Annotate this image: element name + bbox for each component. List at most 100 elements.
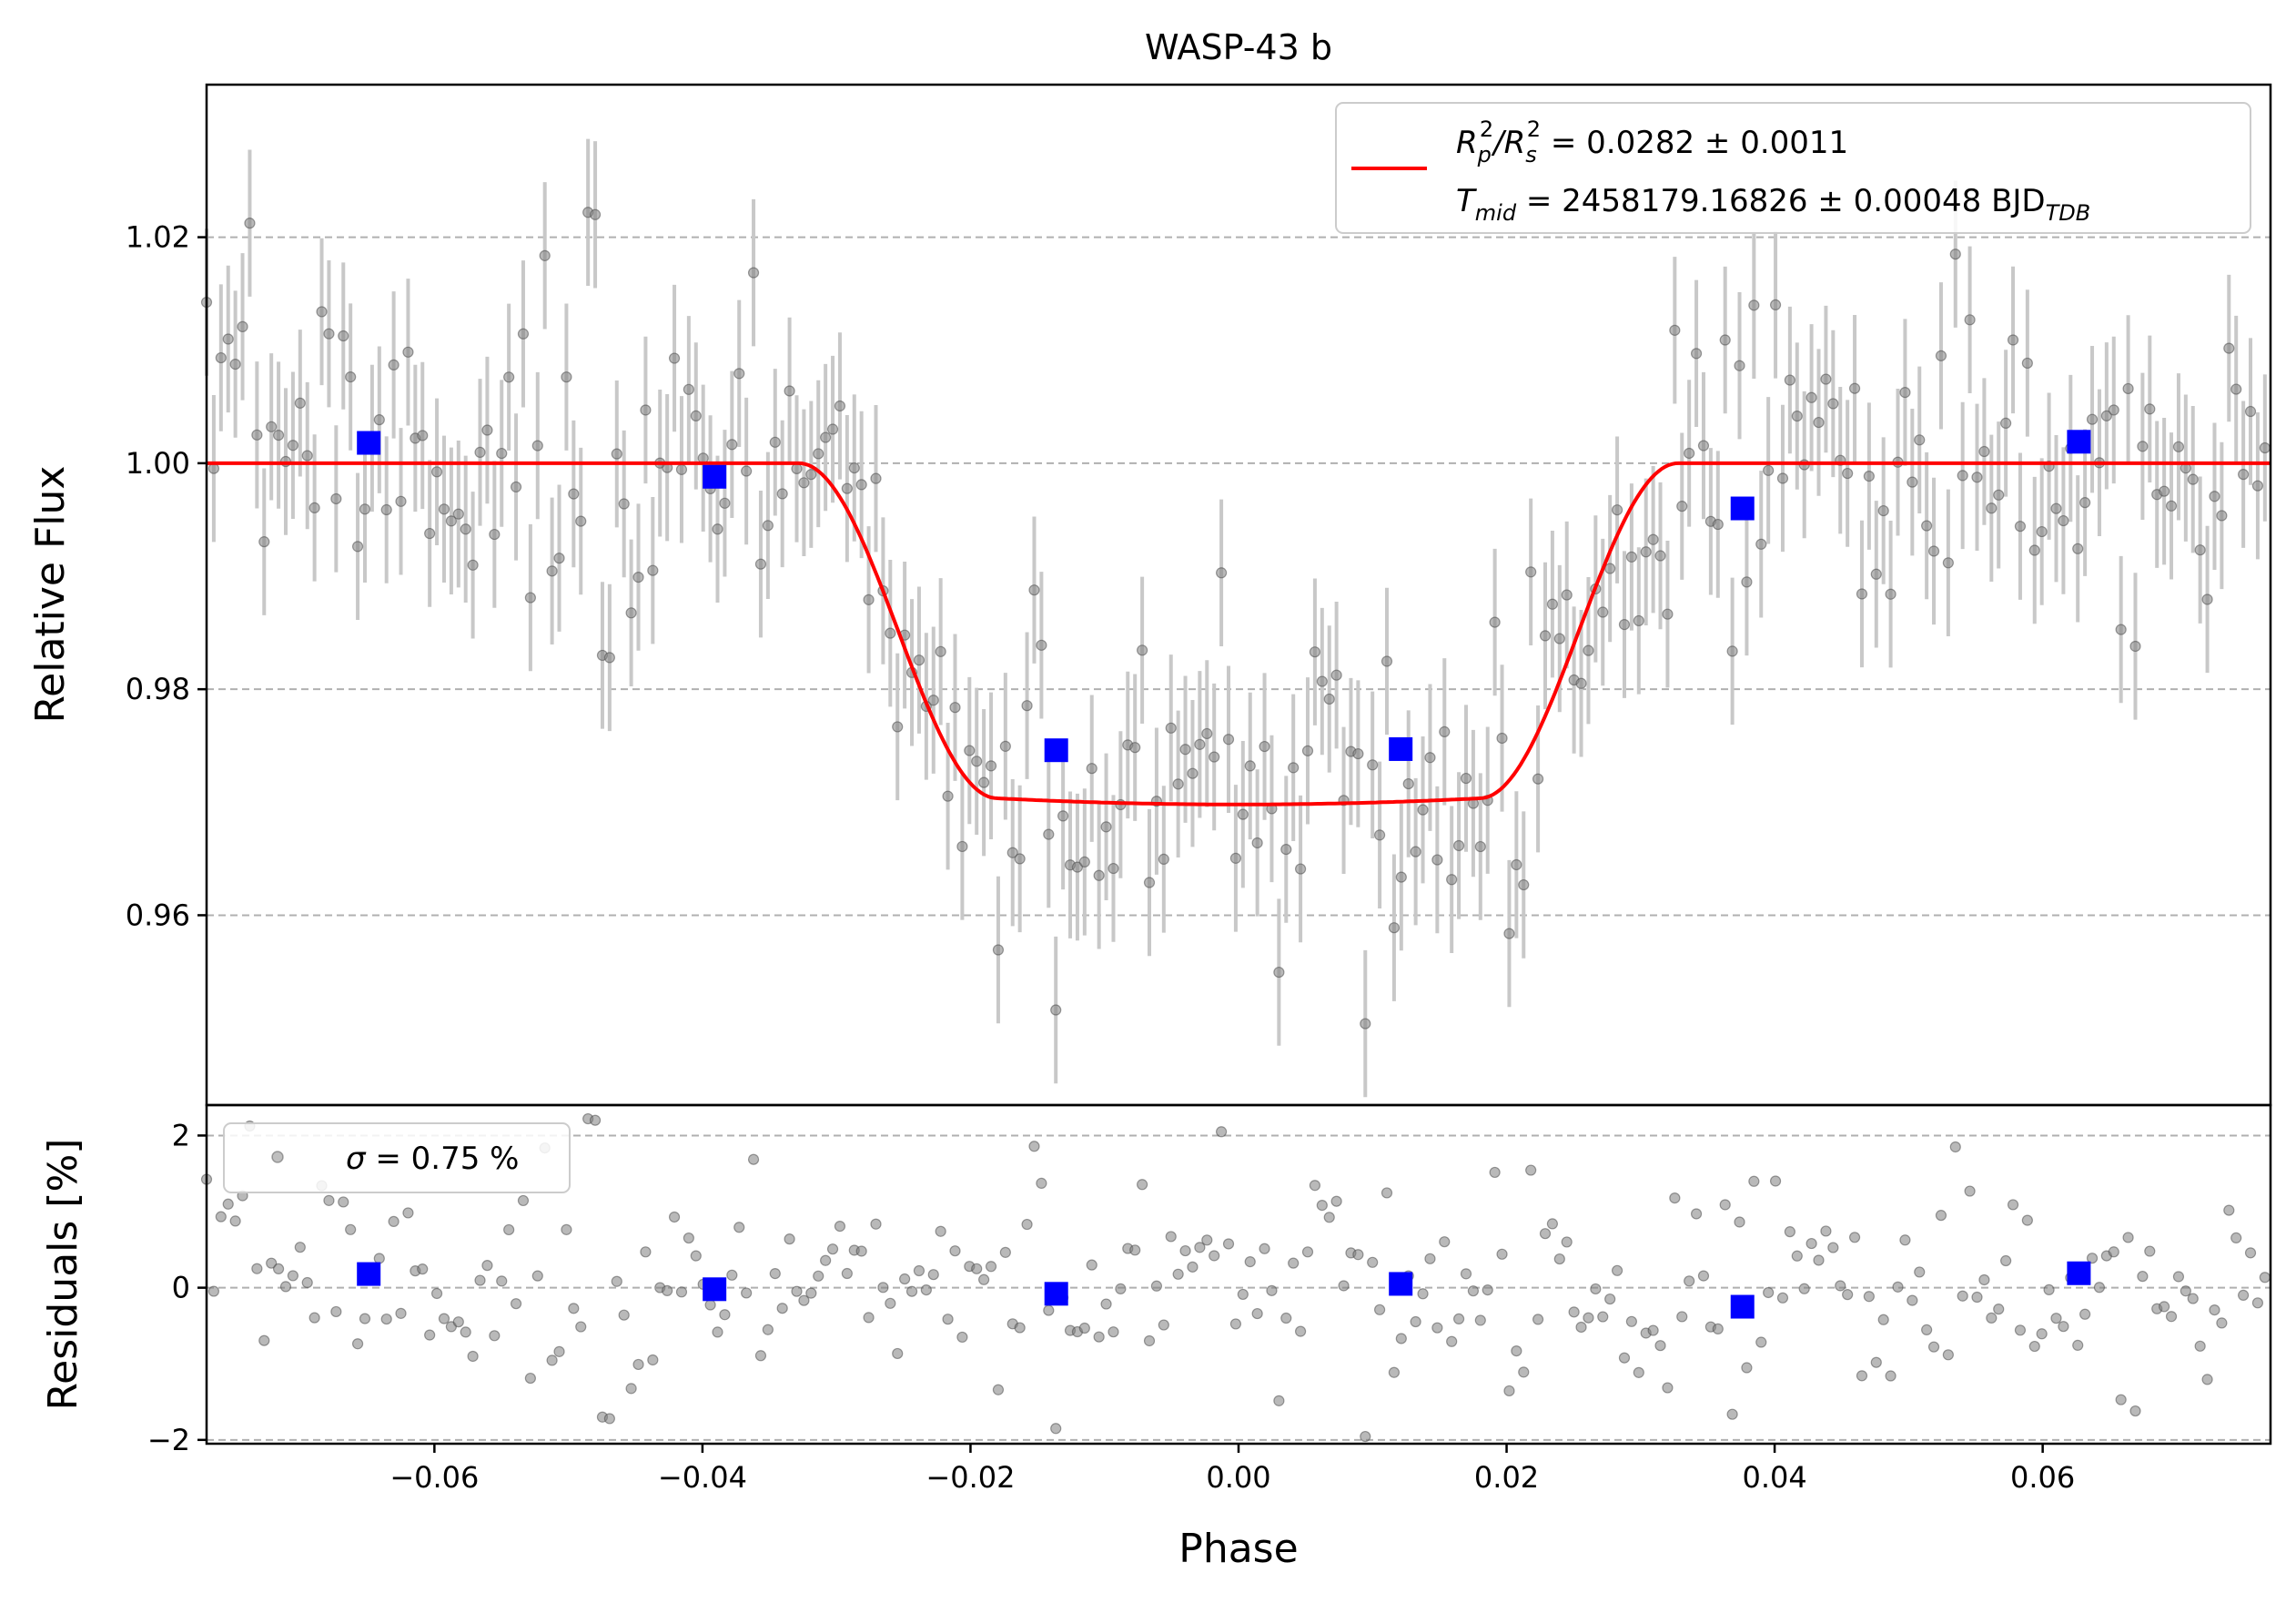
flux-raw-point <box>1684 447 1695 460</box>
flux-raw-point <box>1532 773 1544 785</box>
flux-raw-point <box>1014 853 1026 865</box>
flux-binned-point <box>1389 736 1413 761</box>
flux-raw-point <box>1273 966 1285 979</box>
flux-raw-point <box>1885 588 1896 600</box>
residuals-y-tick-label: 2 <box>172 1118 190 1152</box>
flux-raw-point <box>1028 584 1040 596</box>
residual-raw-point <box>1590 1283 1602 1295</box>
chart-title: WASP-43 b <box>1145 27 1332 67</box>
flux-raw-point <box>1309 646 1321 658</box>
residual-raw-point <box>380 1313 392 1325</box>
residual-raw-point <box>417 1263 429 1275</box>
flux-raw-point <box>668 352 681 364</box>
flux-raw-point <box>2122 382 2134 395</box>
flux-raw-point <box>2028 544 2040 556</box>
residual-binned-point <box>2067 1261 2091 1285</box>
residual-raw-point <box>1179 1244 1191 1257</box>
flux-raw-point <box>1986 502 1998 514</box>
x-tick-label: −0.04 <box>658 1460 747 1495</box>
residuals-legend-box <box>223 1122 571 1193</box>
flux-raw-point <box>452 508 464 520</box>
residuals-y-axis-label: Residuals [%] <box>40 1139 86 1411</box>
residual-raw-point <box>1907 1294 1918 1306</box>
transit-model-line <box>207 461 2271 807</box>
residual-raw-point <box>662 1284 673 1296</box>
residual-raw-point <box>575 1321 587 1333</box>
residual-raw-point <box>1546 1218 1558 1230</box>
residual-raw-point <box>1115 1283 1127 1294</box>
flux-raw-point <box>1006 847 1018 858</box>
residual-raw-point <box>1086 1259 1097 1271</box>
residual-raw-point <box>1474 1314 1486 1326</box>
residual-raw-point <box>229 1215 241 1227</box>
flux-raw-point <box>1741 576 1753 588</box>
residual-raw-point <box>1827 1242 1839 1253</box>
flux-raw-point <box>1237 808 1249 820</box>
flux-raw-point <box>1842 467 1854 480</box>
flux-raw-point <box>1301 745 1314 756</box>
flux-raw-point <box>1388 922 1401 934</box>
flux-raw-point <box>834 400 846 412</box>
residual-raw-point <box>1820 1225 1832 1237</box>
residual-binned-point <box>357 1262 381 1286</box>
residual-raw-point <box>1301 1246 1314 1258</box>
residual-raw-point <box>870 1218 882 1230</box>
residual-raw-point <box>1309 1180 1321 1192</box>
flux-binned-points <box>357 430 2091 763</box>
residual-raw-point <box>1848 1232 1861 1243</box>
flux-raw-point <box>1597 606 1609 618</box>
flux-raw-point <box>2115 624 2127 635</box>
flux-raw-point <box>1143 877 1156 888</box>
flux-raw-point <box>1561 589 1573 601</box>
flux-raw-point <box>503 371 515 383</box>
residual-raw-point <box>1618 1352 1631 1364</box>
flux-legend-box <box>1335 102 2251 234</box>
residual-raw-point <box>1776 1292 1789 1304</box>
residual-raw-point <box>388 1215 400 1228</box>
residual-raw-point <box>1518 1366 1530 1378</box>
residual-raw-point <box>1330 1195 1342 1207</box>
flux-raw-point <box>1108 862 1119 875</box>
flux-raw-point <box>1446 874 1458 886</box>
flux-raw-point <box>2201 594 2213 605</box>
residual-raw-point <box>546 1354 558 1366</box>
flux-raw-point <box>1093 869 1105 881</box>
residual-raw-point <box>1914 1266 1926 1278</box>
residuals-legend: σ = 0.75 % <box>223 1122 571 1193</box>
residual-raw-point <box>1993 1304 2005 1315</box>
flux-raw-point <box>1057 810 1069 822</box>
flux-y-tick-label: 1.02 <box>126 220 190 255</box>
flux-raw-point <box>1367 759 1379 771</box>
residual-raw-point <box>1532 1314 1544 1325</box>
flux-raw-point <box>1877 504 1889 517</box>
flux-raw-point <box>1100 821 1112 833</box>
residual-raw-point <box>1892 1281 1904 1293</box>
flux-raw-point <box>1503 928 1515 939</box>
flux-raw-point <box>2172 441 2185 452</box>
residual-raw-point <box>1216 1126 1228 1138</box>
flux-raw-point <box>1352 747 1364 760</box>
residual-raw-point <box>741 1287 753 1299</box>
flux-raw-point <box>784 385 795 397</box>
flux-raw-point <box>1971 472 1983 483</box>
residual-raw-point <box>2144 1245 2156 1257</box>
residual-raw-point <box>1338 1280 1350 1292</box>
residual-raw-point <box>1244 1256 1256 1268</box>
residual-raw-point <box>1986 1312 1998 1324</box>
residual-raw-point <box>287 1270 299 1282</box>
residual-raw-point <box>813 1270 824 1282</box>
residual-raw-point <box>733 1222 745 1233</box>
flux-raw-point <box>1748 299 1760 311</box>
flux-raw-point <box>625 607 637 619</box>
residual-raw-point <box>826 1243 839 1255</box>
residual-raw-point <box>2021 1214 2033 1226</box>
flux-raw-point <box>2223 342 2235 354</box>
flux-raw-point <box>1726 645 1738 657</box>
flux-raw-point <box>2209 491 2220 502</box>
residual-raw-point <box>762 1324 774 1335</box>
flux-raw-point <box>460 523 471 535</box>
residual-raw-point <box>2122 1232 2134 1243</box>
residual-raw-point <box>863 1312 875 1324</box>
residual-raw-point <box>338 1196 349 1208</box>
residual-raw-point <box>1842 1289 1854 1301</box>
